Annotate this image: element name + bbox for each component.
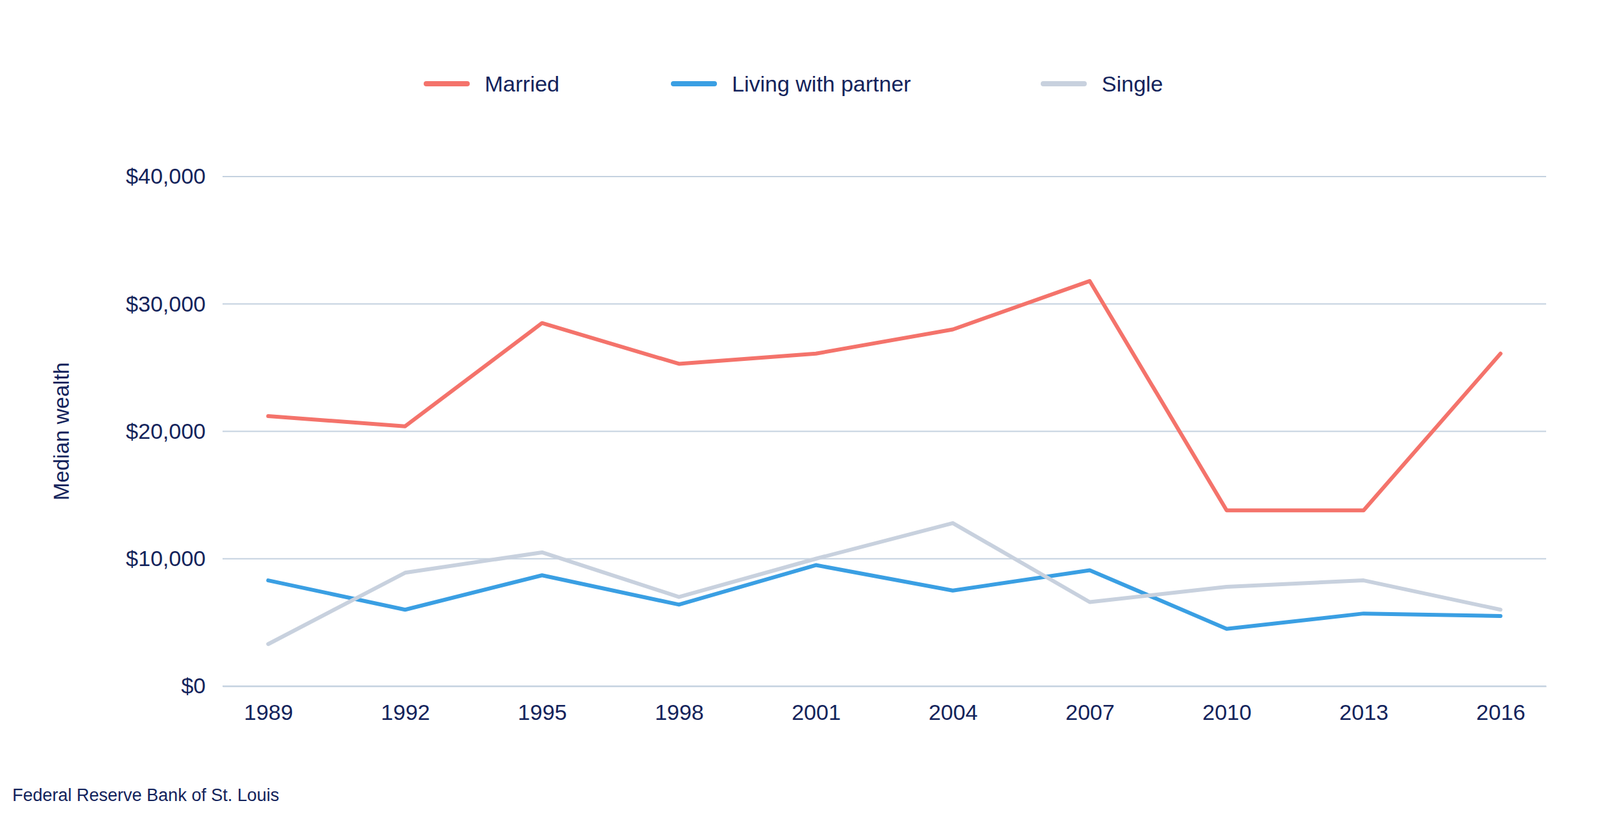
y-axis-title: Median wealth <box>49 362 74 501</box>
legend: Married Living with partner Single <box>426 71 1164 97</box>
y-tick: $0 <box>181 672 223 698</box>
chart: $0$10,000$20,000$30,000$40,0001989199219… <box>0 0 1600 827</box>
x-tick: 2010 <box>1202 685 1252 725</box>
series-line <box>267 565 1501 629</box>
x-axis: 1989 1992 1995 1998 2001 2004 2007 2010 2013 2016 <box>223 685 1547 725</box>
y-tick: $10,000 <box>125 545 223 571</box>
source-note: Federal Reserve Bank of St. Louis <box>12 785 279 805</box>
x-tick: 1992 <box>380 685 431 725</box>
y-tick: $30,000 <box>125 291 223 316</box>
y-tick-label: $30,000 <box>125 291 206 316</box>
x-tick: 2013 <box>1339 685 1389 725</box>
y-tick-label: $20,000 <box>125 418 206 444</box>
x-tick-label: 1989 <box>243 699 294 725</box>
x-tick-label: 2016 <box>1476 699 1526 725</box>
x-tick-label: 2013 <box>1339 699 1389 725</box>
y-tick: $40,000 <box>125 163 223 189</box>
x-tick: 2001 <box>791 685 841 725</box>
x-tick-label: 2007 <box>1065 699 1115 725</box>
grid-line <box>222 303 1547 305</box>
legend-item: Married <box>426 71 560 97</box>
x-tick: 2007 <box>1065 685 1115 725</box>
legend-item: Single <box>1043 71 1164 97</box>
x-tick-label: 1998 <box>654 699 704 725</box>
legend-swatch <box>1043 81 1085 87</box>
grid <box>222 176 1547 686</box>
x-tick-label: 2004 <box>928 699 978 725</box>
series-line <box>267 522 1501 644</box>
legend-swatch <box>673 81 715 87</box>
x-tick-label: 1992 <box>380 699 431 725</box>
x-tick: 1995 <box>517 685 568 725</box>
x-tick: 1989 <box>243 685 294 725</box>
x-tick-label: 2001 <box>791 699 841 725</box>
x-axis-line <box>223 685 1547 688</box>
y-tick-label: $40,000 <box>125 163 206 189</box>
x-tick-label: 2010 <box>1202 699 1252 725</box>
x-tick-label: 1995 <box>517 699 568 725</box>
y-axis-line <box>222 177 224 687</box>
series-line <box>267 280 1501 510</box>
plot: $0$10,000$20,000$30,000$40,0001989199219… <box>125 163 1547 725</box>
grid-line <box>222 557 1547 560</box>
grid-line <box>222 685 1547 687</box>
legend-item: Living with partner <box>673 71 911 97</box>
legend-label: Single <box>1101 71 1164 97</box>
legend-swatch <box>426 81 468 87</box>
y-tick: $20,000 <box>125 418 223 444</box>
grid-line <box>222 175 1547 178</box>
y-tick-label: $0 <box>181 672 206 698</box>
legend-label: Married <box>484 71 560 97</box>
x-tick: 2016 <box>1476 685 1526 725</box>
legend-label: Living with partner <box>731 71 911 97</box>
y-tick-label: $10,000 <box>125 545 206 571</box>
y-axis: $0 $10,000 $20,000 $30,000 $40,000 <box>125 163 223 698</box>
grid-line <box>222 430 1547 433</box>
x-tick: 2004 <box>928 685 978 725</box>
x-tick: 1998 <box>654 685 704 725</box>
lines <box>267 280 1501 644</box>
